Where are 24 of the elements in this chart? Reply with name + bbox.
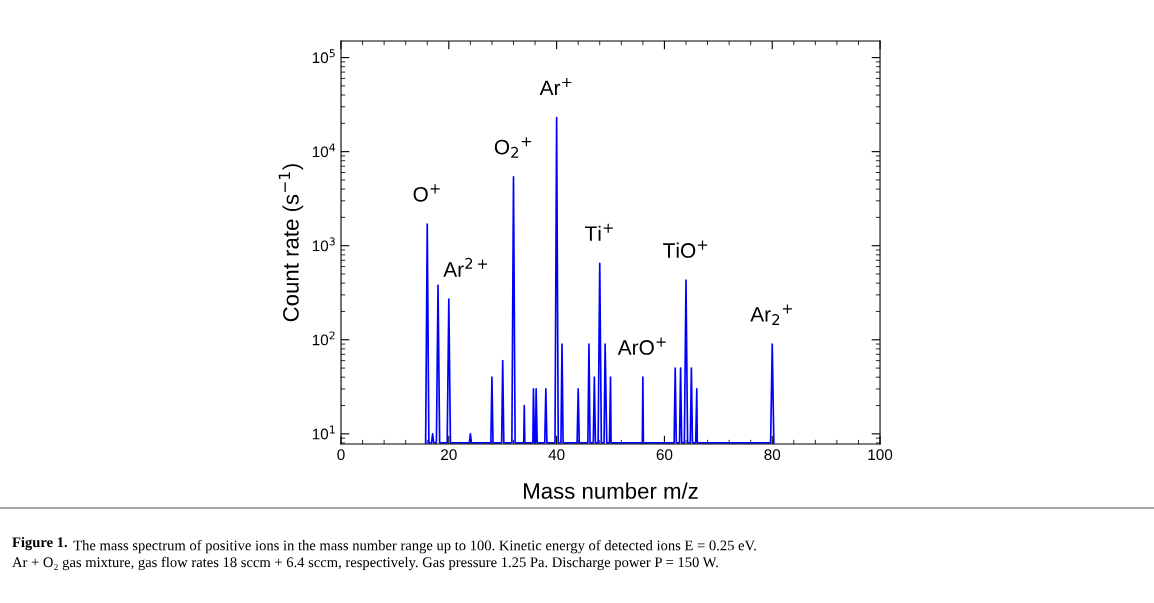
y-tick-label: 10$^{3}$ [312, 237, 335, 252]
y-tick-label: 10$^{4}$ [312, 143, 336, 158]
annotation: ArO$^{+}$ [617, 337, 666, 355]
x-tick-label: 100 [868, 449, 893, 461]
annotation: TiO$^{+}$ [663, 240, 708, 258]
y-axis-title: Count rate (s$^{−1}$) [278, 164, 304, 322]
annotation: O$_{2}$$^{+}$ [494, 137, 531, 158]
text: The mass spectrum of positive ions in the mass number range up to 100. Kinetic energy of detected ions E = 0.25 eV. [73, 539, 756, 554]
x-tick-label: 80 [764, 449, 781, 461]
text: Ar + O₂ gas mixture, gas flow rates 18 sccm + 6.4 sccm, respectively. Gas pressure 1.25 Pa. Discharge power P = 150 W. [12, 556, 718, 571]
y-tick-label: 10$^{1}$ [312, 425, 335, 440]
y-tick-label: 10$^{5}$ [312, 49, 335, 64]
x-tick-label: 20 [441, 449, 457, 461]
x-tick-label: 0 [337, 449, 345, 461]
annotation: O$^{+}$ [413, 184, 440, 202]
x-axis-title: Mass number m/z [524, 482, 698, 499]
annotation: Ar$^{+}$ [539, 77, 572, 96]
annotation: Ar$^{2+}$ [443, 257, 488, 277]
annotation: Ar$_{2}$$^{+}$ [750, 304, 793, 325]
x-tick-label: 40 [548, 449, 565, 461]
caption: Figure 1. [12, 536, 67, 551]
y-tick-label: 10$^{2}$ [312, 331, 335, 346]
annotation: Ti$^{+}$ [585, 223, 613, 241]
x-tick-label: 60 [656, 449, 673, 461]
